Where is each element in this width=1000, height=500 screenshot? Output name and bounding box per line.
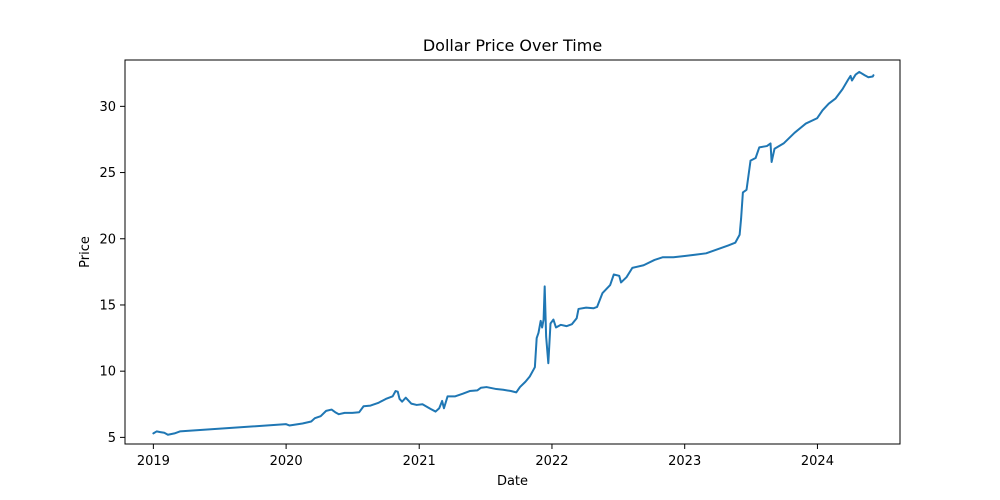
y-axis-ticks: 5 10 15 20 25 30	[99, 100, 125, 446]
plot-frame	[124, 59, 901, 445]
y-tick-label: 15	[99, 298, 116, 313]
y-tick-label: 20	[99, 232, 116, 247]
x-axis-label: Date	[497, 474, 528, 489]
x-tick-label: 2020	[270, 454, 303, 469]
x-axis-ticks: 2019 2020 2021 2022 2023 2024	[137, 444, 834, 469]
series-line-0	[152, 70, 875, 436]
chart-title: Dollar Price Over Time	[423, 36, 602, 55]
y-tick-label: 25	[99, 166, 116, 181]
x-tick-label: 2023	[668, 454, 701, 469]
y-tick-label: 5	[108, 431, 116, 446]
y-axis-label: Price	[78, 236, 93, 268]
series-layer	[152, 70, 875, 436]
x-tick-label: 2019	[137, 454, 170, 469]
y-tick-label: 10	[99, 365, 116, 380]
x-tick-label: 2024	[801, 454, 834, 469]
x-tick-label: 2022	[535, 454, 568, 469]
x-tick-label: 2021	[403, 454, 436, 469]
y-tick-label: 30	[99, 100, 116, 115]
